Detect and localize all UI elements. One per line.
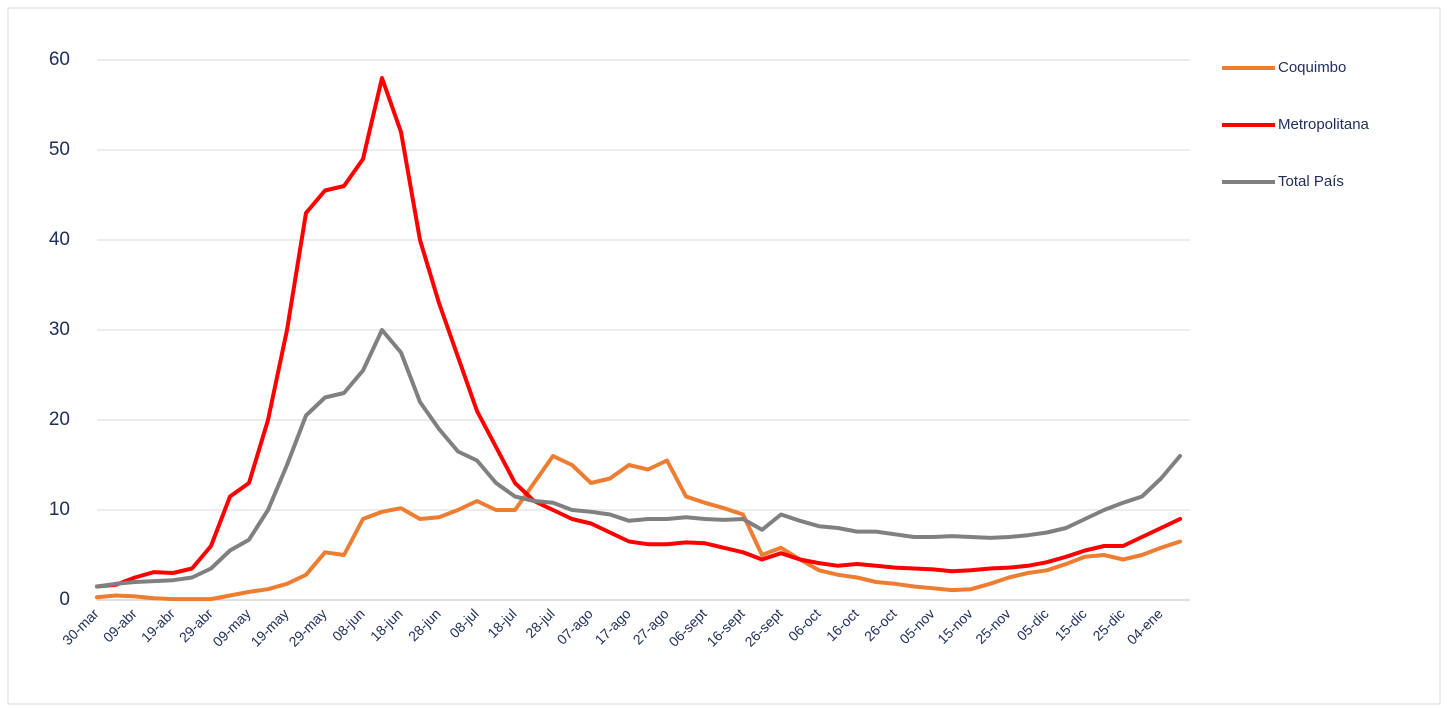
legend-label: Coquimbo — [1278, 59, 1346, 76]
legend-label: Metropolitana — [1278, 116, 1370, 133]
y-tick-label: 40 — [49, 229, 70, 250]
legend-label: Total País — [1278, 173, 1344, 190]
y-tick-label: 20 — [49, 409, 70, 430]
chart-border — [7, 7, 1441, 705]
series-line — [95, 76, 1182, 589]
y-tick-label: 0 — [59, 589, 70, 610]
y-tick-label: 30 — [49, 319, 70, 340]
series-line — [95, 328, 1182, 589]
y-tick-label: 50 — [49, 139, 70, 160]
y-tick-label: 60 — [49, 49, 70, 70]
y-tick-label: 10 — [49, 499, 70, 520]
series-line — [95, 454, 1182, 602]
